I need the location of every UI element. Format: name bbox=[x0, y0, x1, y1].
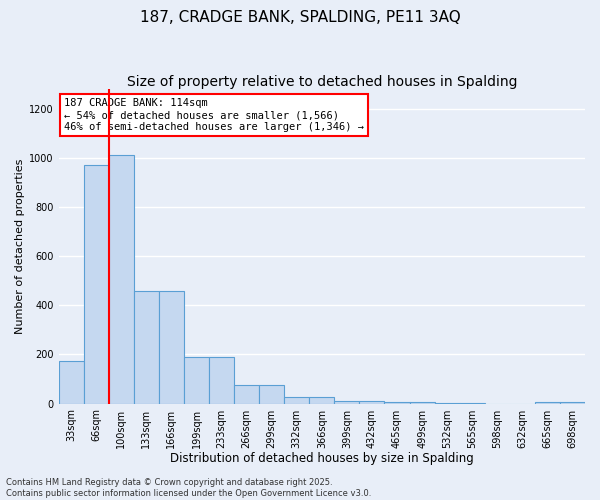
Bar bbox=[109, 156, 134, 404]
Bar bbox=[209, 357, 234, 404]
Bar bbox=[159, 290, 184, 404]
Bar bbox=[359, 400, 385, 404]
Bar bbox=[134, 290, 159, 404]
Text: Contains HM Land Registry data © Crown copyright and database right 2025.
Contai: Contains HM Land Registry data © Crown c… bbox=[6, 478, 371, 498]
Text: 187 CRADGE BANK: 114sqm
← 54% of detached houses are smaller (1,566)
46% of semi: 187 CRADGE BANK: 114sqm ← 54% of detache… bbox=[64, 98, 364, 132]
Bar bbox=[535, 402, 560, 404]
Bar bbox=[334, 400, 359, 404]
Bar bbox=[184, 357, 209, 404]
Bar bbox=[59, 360, 84, 404]
Bar bbox=[84, 165, 109, 404]
X-axis label: Distribution of detached houses by size in Spalding: Distribution of detached houses by size … bbox=[170, 452, 474, 465]
Title: Size of property relative to detached houses in Spalding: Size of property relative to detached ho… bbox=[127, 75, 517, 89]
Y-axis label: Number of detached properties: Number of detached properties bbox=[15, 158, 25, 334]
Bar bbox=[259, 385, 284, 404]
Bar bbox=[385, 402, 410, 404]
Bar bbox=[284, 398, 309, 404]
Text: 187, CRADGE BANK, SPALDING, PE11 3AQ: 187, CRADGE BANK, SPALDING, PE11 3AQ bbox=[140, 10, 460, 25]
Bar bbox=[234, 385, 259, 404]
Bar bbox=[410, 402, 434, 404]
Bar bbox=[309, 398, 334, 404]
Bar bbox=[560, 402, 585, 404]
